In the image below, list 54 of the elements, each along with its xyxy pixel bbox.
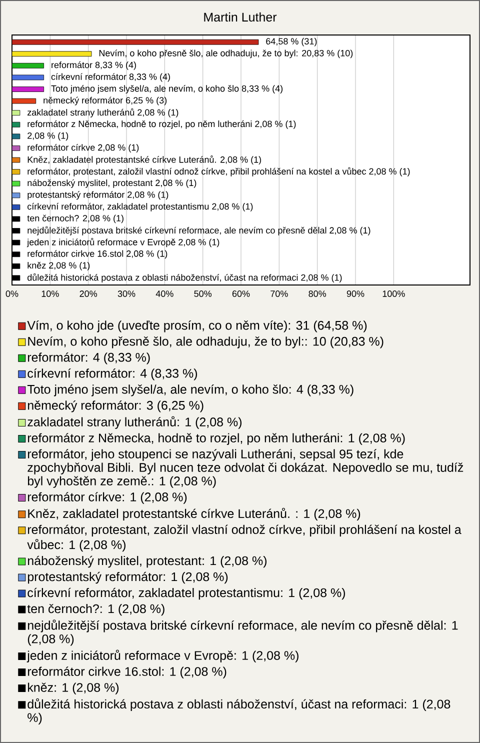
legend-label: reformátor, jeho stoupenci se nazývali Lutheráni, sepsal 95 tezí, kde zpochybňoval Bibli. Byl nucen teze odvolat či dokázat. Nepovedlo se mu, tudíž byl vyhoštěn ze země.: 1 (2,08 %) (28, 449, 464, 488)
data-label: reformátor z Německa, hodně to rozjel, po něm lutheráni 2,08 % (1) (28, 120, 296, 129)
x-tick-label: 80% (308, 290, 326, 297)
legend-label: Kněz, zakladatel protestantské církve Luteránů. : 1 (2,08 %) (28, 508, 360, 520)
data-label: reformátor 8,33 % (4) (52, 61, 136, 70)
data-label: Toto jméno jsem slyšel/a, ale nevím, o koho šlo 8,33 % (4) (51, 84, 283, 94)
x-tick-label: 50% (194, 290, 212, 297)
data-label: Nevím, o koho přesně šlo, ale odhaduju, že to byl: 20,83 % (10) (99, 50, 353, 58)
data-label: církevní reformátor, zakladatel protestantismu 2,08 % (1) (28, 202, 253, 212)
x-tick-label: 90% (346, 290, 364, 297)
legend-label: Nevím, o koho přesně šlo, ale odhaduju, že to byl:: 10 (20,83 %) (28, 336, 384, 348)
data-label: 64,58 % (31) (266, 38, 317, 46)
legend-label: protestantský reformátor: 1 (2,08 %) (28, 572, 228, 584)
legend-label: církevní reformátor: 4 (8,33 %) (28, 368, 198, 380)
data-label: Kněz, zakladatel protestantské církve Luteránů. 2,08 % (1) (28, 155, 262, 165)
legend-label: reformátor, protestant, založil vlastní odnož církve, přibil prohlášení na kostel a vůbec: 1 (2,08 %) (27, 524, 462, 552)
data-label: důležitá historická postava z oblasti náboženství, účast na reformaci 2,08 % (1) (28, 273, 342, 282)
data-label: náboženský myslitel, protestant 2,08 % (1) (28, 179, 196, 188)
x-tick-label: 10% (42, 290, 59, 297)
data-label: reformátor, protestant, založil vlastní odnož církve, přibil prohlášení na kostel a vůbec 2,08 % (1) (28, 167, 410, 176)
data-label: zakladatel strany lutheránů 2,08 % (1) (28, 108, 178, 118)
x-tick-label: 100% (382, 290, 405, 297)
legend-label: reformátor: 4 (8,33 %) (28, 352, 150, 364)
x-tick-label: 40% (156, 290, 174, 297)
legend-label: Toto jméno jsem slyšel/a, ale nevím, o koho šlo: 4 (8,33 %) (27, 384, 354, 396)
legend-label: kněz: 1 (2,08 %) (28, 682, 119, 694)
legend-label: reformátor z Německa, hodně to rozjel, po něm lutheráni: 1 (2,08 %) (28, 433, 405, 445)
data-label: reformátor cirkve 16.stol 2,08 % (1) (28, 250, 168, 259)
legend-label: reformátor církve: 1 (2,08 %) (28, 492, 187, 504)
data-label: protestantský reformátor 2,08 % (1) (28, 191, 168, 200)
data-label: německý reformátor 6,25 % (3) (44, 96, 167, 106)
legend-label: náboženský myslitel, protestant: 1 (2,08 %) (28, 556, 266, 568)
x-tick-label: 20% (80, 290, 98, 297)
data-label: nejdůležitější postava britské církevní reformace, ale nevím co přesně dělal 2,08 % (1) (28, 226, 370, 236)
x-tick-label: 60% (232, 290, 250, 297)
legend-label: církevní reformátor, zakladatel protestantismu: 1 (2,08 %) (28, 588, 345, 600)
data-label: kněz 2,08 % (1) (28, 262, 90, 270)
data-label: 2,08 % (1) (28, 132, 68, 141)
x-tick-label: 70% (270, 290, 288, 297)
legend-label: ten černoch?: 1 (2,08 %) (27, 604, 164, 616)
legend-label: reformátor cirkve 16.stol: 1 (2,08 %) (28, 666, 226, 678)
data-label: reformátor církve 2,08 % (1) (28, 144, 139, 152)
legend-label: Vím, o koho jde (uveďte prosím, co o něm víte): 31 (64,58 %) (27, 320, 367, 332)
data-label: církevní reformátor 8,33 % (4) (51, 73, 170, 82)
legend-label: zakladatel strany lutheránů: 1 (2,08 %) (28, 416, 242, 429)
legend-label: důležitá historická postava z oblasti náboženství, účast na reformaci: 1 (2,08 %) (28, 698, 450, 725)
x-tick-label: 0% (6, 290, 18, 297)
x-tick-label: 30% (118, 290, 136, 297)
legend-label: nejdůležitější postava britské církevní reformace, ale nevím co přesně dělal: 1 (2,08 %) (28, 620, 458, 646)
legend-label: německý reformátor: 3 (6,25 %) (28, 400, 204, 412)
legend-label: jeden z iniciátorů reformace v Evropě: 1 (2,08 %) (26, 650, 298, 662)
chart-title: Martin Luther (204, 12, 277, 22)
data-label: jeden z iniciátorů reformace v Evropě 2,08 % (1) (26, 238, 220, 248)
data-label: ten černoch? 2,08 % (1) (27, 214, 124, 224)
